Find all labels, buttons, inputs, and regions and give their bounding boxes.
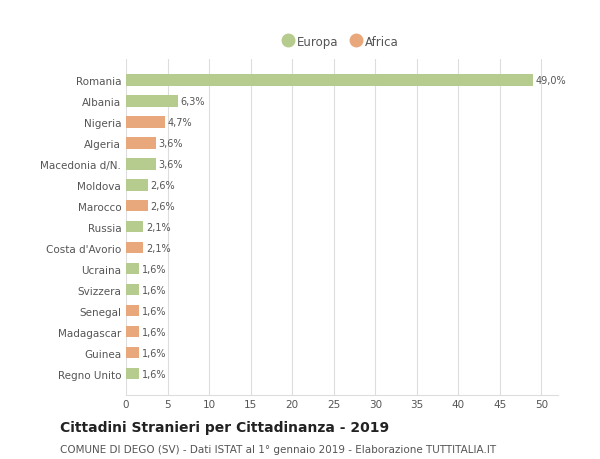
Bar bbox=[126, 263, 139, 275]
Text: 1,6%: 1,6% bbox=[142, 264, 166, 274]
Text: 1,6%: 1,6% bbox=[142, 327, 166, 337]
Bar bbox=[126, 284, 139, 296]
Text: 1,6%: 1,6% bbox=[142, 285, 166, 295]
Bar bbox=[126, 242, 143, 254]
Bar bbox=[126, 347, 139, 358]
Bar bbox=[126, 368, 139, 380]
Bar bbox=[126, 75, 533, 86]
Bar bbox=[126, 96, 178, 107]
Text: 2,1%: 2,1% bbox=[146, 243, 170, 253]
Text: 1,6%: 1,6% bbox=[142, 369, 166, 379]
Text: 3,6%: 3,6% bbox=[158, 159, 183, 169]
Bar bbox=[126, 159, 156, 170]
Bar bbox=[126, 305, 139, 317]
Text: Cittadini Stranieri per Cittadinanza - 2019: Cittadini Stranieri per Cittadinanza - 2… bbox=[60, 420, 389, 434]
Text: 6,3%: 6,3% bbox=[181, 96, 205, 106]
Bar bbox=[126, 201, 148, 212]
Legend: Europa, Africa: Europa, Africa bbox=[282, 32, 402, 52]
Bar bbox=[126, 326, 139, 338]
Bar bbox=[126, 221, 143, 233]
Text: 1,6%: 1,6% bbox=[142, 348, 166, 358]
Bar bbox=[126, 138, 156, 149]
Text: 2,6%: 2,6% bbox=[150, 202, 175, 211]
Text: 4,7%: 4,7% bbox=[167, 118, 192, 128]
Text: 3,6%: 3,6% bbox=[158, 139, 183, 148]
Bar bbox=[126, 179, 148, 191]
Text: 2,1%: 2,1% bbox=[146, 222, 170, 232]
Text: 49,0%: 49,0% bbox=[536, 76, 566, 86]
Text: COMUNE DI DEGO (SV) - Dati ISTAT al 1° gennaio 2019 - Elaborazione TUTTITALIA.IT: COMUNE DI DEGO (SV) - Dati ISTAT al 1° g… bbox=[60, 444, 496, 454]
Bar bbox=[126, 117, 165, 128]
Text: 2,6%: 2,6% bbox=[150, 180, 175, 190]
Text: 1,6%: 1,6% bbox=[142, 306, 166, 316]
